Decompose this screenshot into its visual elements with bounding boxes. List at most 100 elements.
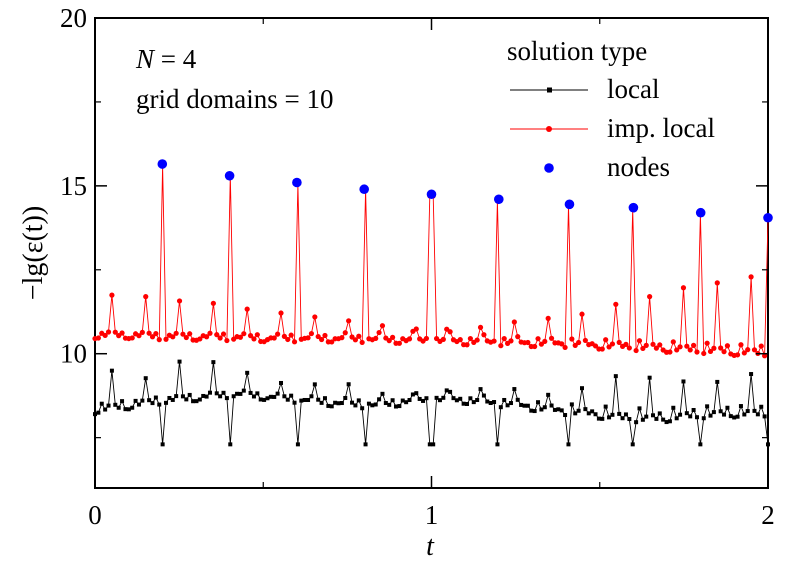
local-point (164, 400, 169, 405)
local-point (512, 387, 517, 392)
local-point (214, 391, 219, 396)
imp-local-point (670, 339, 676, 345)
imp-local-point (207, 330, 213, 336)
local-point (170, 397, 175, 402)
local-point (177, 359, 182, 364)
imp-local-point (376, 329, 382, 336)
local-point (279, 380, 284, 385)
nodes-point (763, 212, 773, 223)
n-annotation: N = 4 (135, 44, 197, 74)
imp-local-point (214, 332, 220, 338)
imp-local-point (745, 347, 751, 353)
imp-local-point (724, 343, 731, 349)
n-symbol: N (135, 44, 156, 74)
local-point (136, 402, 141, 407)
imp-local-point (508, 338, 514, 344)
local-point (552, 407, 557, 412)
imp-local-point (738, 342, 744, 348)
local-point (475, 398, 480, 403)
local-point (492, 400, 497, 405)
x-tick-label: 2 (761, 500, 775, 530)
local-point (755, 412, 760, 417)
legend-label: imp. local (607, 113, 715, 143)
local-point (285, 397, 290, 402)
local-point (596, 416, 601, 421)
local-point (431, 442, 436, 447)
imp-local-point (674, 347, 680, 353)
imp-local-point (173, 330, 179, 336)
legend: solution type local imp. local nodes (507, 36, 715, 182)
imp-local-point (633, 347, 639, 354)
local-point (468, 396, 473, 401)
axes-layer: 0 1 2 10 15 20 (60, 3, 775, 530)
local-point (312, 382, 317, 387)
local-point (542, 405, 547, 410)
local-point (654, 416, 659, 421)
local-point (231, 394, 236, 399)
imp-local-point (217, 335, 223, 341)
legend-swatch-marker (544, 163, 554, 173)
local-point (722, 412, 727, 417)
imp-local-point (346, 318, 352, 324)
local-point (197, 397, 202, 402)
nodes-point (564, 199, 575, 210)
imp-local-point (653, 345, 659, 351)
imp-local-point (220, 331, 227, 337)
local-point (187, 392, 192, 397)
imp-local-point (704, 340, 710, 346)
local-point (245, 370, 250, 375)
local-point (153, 395, 158, 400)
imp-local-point (149, 334, 156, 340)
local-point (647, 375, 652, 380)
imp-local-point (477, 324, 484, 330)
imp-local-point (176, 298, 183, 304)
imp-local-point (390, 334, 396, 340)
local-point (759, 404, 764, 409)
local-point (120, 399, 125, 404)
local-point (766, 442, 770, 447)
local-point (228, 442, 233, 447)
local-point (505, 403, 510, 408)
y-tick-label: 15 (60, 171, 87, 201)
local-point (458, 396, 463, 401)
local-point (671, 405, 676, 410)
local-point (583, 407, 588, 412)
imp-local-point (288, 332, 294, 338)
imp-local-point (623, 341, 629, 347)
local-point (738, 404, 743, 409)
imp-local-point (690, 342, 697, 348)
local-series (93, 359, 770, 447)
imp-local-point (474, 337, 480, 343)
local-point (539, 407, 544, 412)
imp-local-point (210, 300, 216, 306)
imp-local-point (241, 331, 247, 337)
local-point (495, 442, 500, 447)
local-point (174, 394, 179, 399)
imp-local-point (136, 333, 142, 339)
local-point (478, 387, 483, 392)
local-point (333, 400, 338, 405)
imp-local-point (525, 339, 531, 346)
local-point (366, 401, 371, 406)
local-point (705, 404, 710, 409)
local-point (360, 406, 365, 411)
imp-local-point (112, 329, 118, 335)
imp-local-point (224, 337, 230, 344)
imp-local-point (515, 334, 521, 340)
local-point (109, 368, 114, 373)
local-point (218, 394, 223, 399)
imp-local-point (423, 335, 430, 342)
local-point (106, 403, 111, 408)
local-point (661, 417, 666, 422)
local-point (437, 398, 442, 403)
local-point (191, 399, 196, 404)
imp-local-point (491, 338, 497, 344)
imp-local-point (447, 329, 453, 335)
imp-local-point (501, 336, 507, 342)
local-point (576, 408, 581, 413)
local-point (678, 412, 683, 417)
local-point (640, 417, 645, 422)
imp-local-point (156, 337, 162, 343)
imp-local-point (413, 326, 419, 332)
local-point (735, 414, 740, 419)
